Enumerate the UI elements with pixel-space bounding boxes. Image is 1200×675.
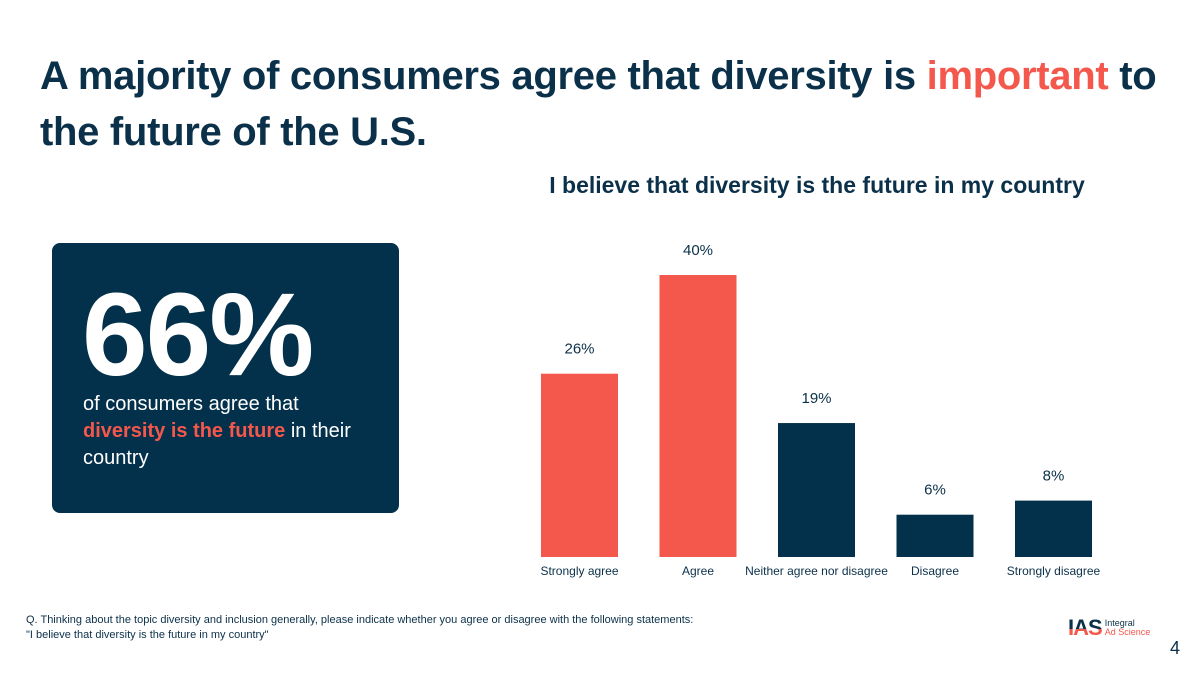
bar-disagree [896,514,974,557]
bar-strongly-agree [541,373,618,557]
logo-line2: Ad Science [1104,627,1151,637]
footnote-statement: "I believe that diversity is the future … [26,629,269,641]
page-number: 4 [1170,638,1181,658]
category-label: Strongly disagree [1007,564,1101,578]
stat-desc-text-end: in their country [83,420,351,469]
stat-description: of consumers agree that diversity is the… [83,391,383,472]
category-label: Agree [682,564,714,578]
bar-neither-agree-nor-disagree [778,423,855,557]
data-label: 8% [1043,468,1065,485]
bar-strongly-disagree [1015,500,1092,557]
footnote-question: Q. Thinking about the topic diversity an… [26,614,694,626]
data-label: 19% [801,390,831,407]
stat-desc-text: of consumers agree that [83,393,299,415]
stat-card: 66% of consumers agree that diversity is… [52,243,399,513]
data-label: 6% [924,482,946,499]
logo-text: Integral Ad Science [1105,619,1151,637]
category-label: Neither agree nor disagree [745,564,888,578]
bar-chart: 26% Strongly agree 40% Agree 19% Neither agre… [540,242,1101,578]
category-label: Strongly agree [540,564,618,578]
stat-desc-highlight: diversity is the future [83,420,286,442]
logo-mark: IAS [1068,615,1103,640]
data-label: 26% [564,341,594,358]
logo-line1: Integral [1104,618,1135,628]
footnote: Q. Thinking about the topic diversity an… [26,613,693,643]
chart-title: I believe that diversity is the future i… [549,172,1085,198]
stat-value: 66% [82,269,314,401]
slide-title: A majority of consumers agree that diver… [40,48,1180,160]
title-text-end: to the future of the U.S. [40,54,1157,154]
bar-agree [659,275,737,557]
title-text: A majority of consumers agree that diver… [40,54,927,98]
ias-logo: IAS Integral Ad Science [1068,617,1150,639]
category-label: Disagree [911,564,959,578]
data-label: 40% [683,242,713,259]
title-accent: important [926,54,1109,98]
